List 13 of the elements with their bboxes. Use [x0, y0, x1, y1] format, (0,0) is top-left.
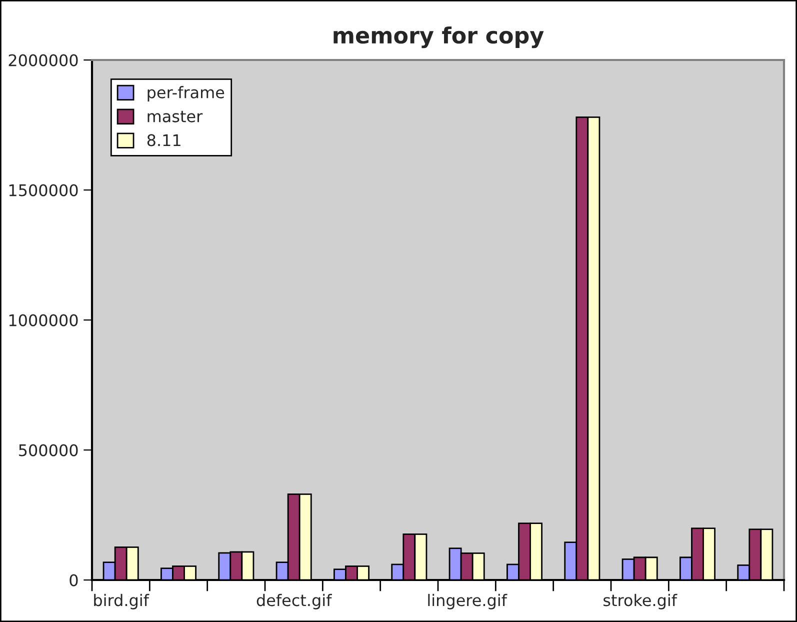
y-tick-label: 1000000	[9, 314, 78, 326]
y-tick-label: 2000000	[8, 54, 78, 66]
x-tick-label: bird.gif	[94, 594, 150, 610]
x-tick-label: defect.gif	[256, 594, 332, 610]
legend-label: per-frame	[148, 86, 224, 102]
legend-label: 8.11	[147, 134, 180, 146]
chart-title: memory for copy	[334, 26, 544, 48]
y-tick-label: 500000	[19, 444, 78, 456]
y-tick-label: 1500000	[9, 184, 78, 196]
x-tick-label: lingere.gif	[428, 594, 508, 610]
legend-label: master	[148, 110, 203, 122]
y-tick-label: 0	[70, 574, 78, 586]
x-tick-label: stroke.gif	[604, 594, 678, 610]
